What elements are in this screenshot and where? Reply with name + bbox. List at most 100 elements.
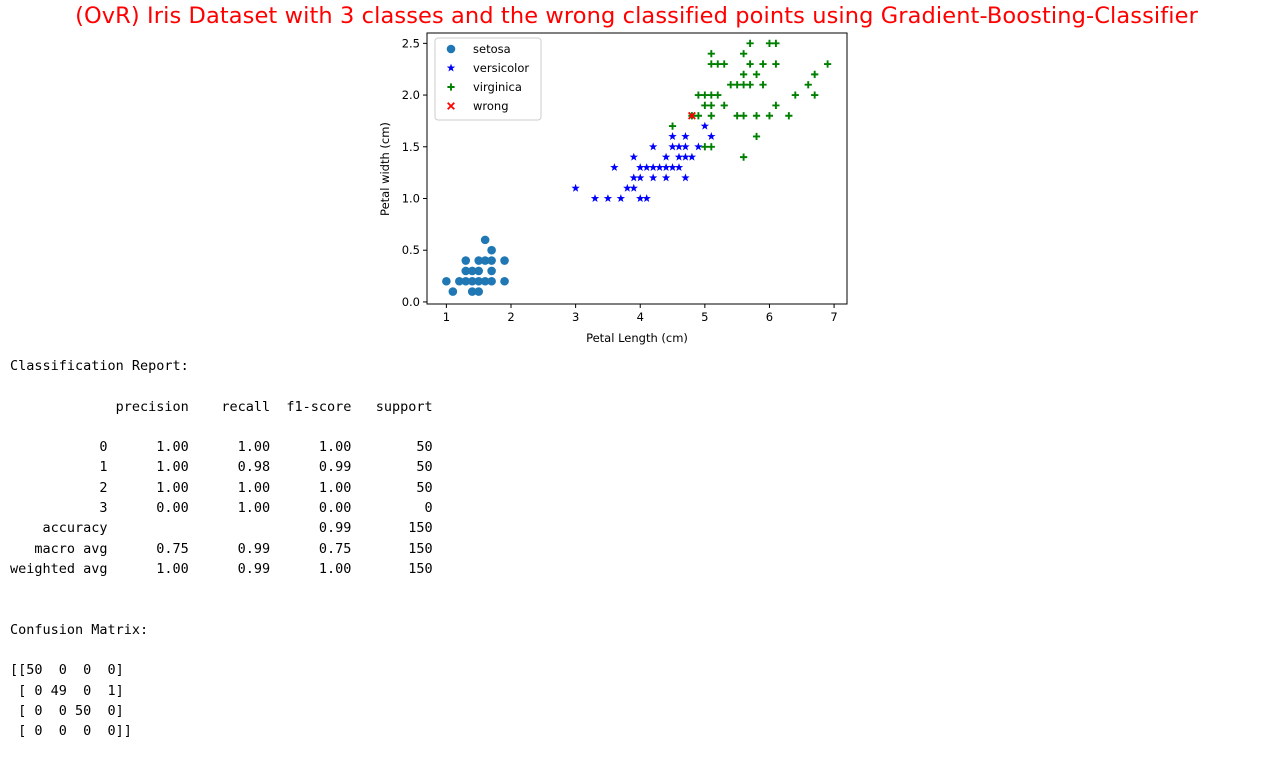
versicolor-point [571,183,580,192]
virginica-point [759,81,767,89]
x-tick-label: 2 [507,310,514,324]
versicolor-point [681,152,690,161]
setosa-point [487,256,496,265]
legend-versicolor-marker [446,63,456,72]
setosa-point [467,276,477,286]
versicolor-point [668,163,677,172]
versicolor-point [648,163,658,172]
virginica-point [740,50,748,58]
setosa-point [461,276,471,286]
legend-wrong-label: wrong [473,99,509,113]
versicolor-point [700,121,710,130]
versicolor-point [610,163,619,172]
axis-ticks: 1 2 3 4 5 6 7 0.0 0.5 1.0 1.5 2.0 2.5 [402,36,838,324]
setosa-point [480,276,490,286]
classification-output: Classification Report: precision recall … [10,356,433,742]
wrong-point [687,111,696,120]
setosa-point [455,276,464,286]
virginica-point [746,60,754,68]
versicolor-point [674,152,684,161]
classification-report-heading: Classification Report: [10,358,189,374]
versicolor-point [648,173,658,182]
virginica-point [694,112,702,120]
versicolor-point [629,183,638,192]
y-tick-label: 2.0 [402,88,420,102]
virginica-point [727,81,735,89]
scatter-plot: 1 2 3 4 5 6 7 0.0 0.5 1.0 1.5 2.0 2.5 setosa versicol… [378,32,848,345]
virginica-point [804,81,812,89]
legend-virginica-marker [447,83,455,91]
y-axis-label: Petal width (cm) [378,122,392,216]
setosa-point [467,287,477,296]
virginica-point [811,70,819,78]
y-tick-label: 0.0 [402,295,420,309]
virginica-point [707,112,715,120]
versicolor-point [674,163,684,172]
confusion-matrix-heading: Confusion Matrix: [10,621,149,638]
virginica-point [707,50,715,58]
y-tick-label: 2.5 [402,36,420,50]
setosa-point [480,256,490,265]
virginica-point [707,143,715,151]
setosa-point [467,266,477,276]
versicolor-point [681,173,690,182]
setosa-point [487,266,496,276]
virginica-point [714,60,722,68]
confusion-matrix: [[50 0 0 0] [ 0 49 0 1] [ 0 0 50 0] [ 0 … [10,662,132,740]
setosa-point [461,256,471,265]
data-points [442,39,832,296]
versicolor-point [642,163,651,172]
virginica-point [772,101,780,110]
virginica-point [733,81,741,89]
y-tick-label: 1.0 [402,191,420,205]
x-tick-label: 5 [701,310,708,324]
virginica-point [714,91,722,99]
y-tick-label: 0.5 [402,243,420,257]
versicolor-point [629,152,638,161]
versicolor-point [687,152,697,161]
report-header-row: precision recall f1-score support [10,398,433,415]
virginica-point [765,112,774,120]
versicolor-point [668,142,677,151]
versicolor-point [707,132,716,140]
versicolor-point [661,173,671,182]
virginica-point [811,91,819,99]
versicolor-point [603,194,613,203]
virginica-point [720,101,728,110]
legend-versicolor-label: versicolor [473,61,529,75]
x-tick-label: 1 [443,310,450,324]
versicolor-point [661,152,671,161]
setosa-point [480,235,490,245]
virginica-point [752,70,761,78]
versicolor-point [674,142,684,151]
versicolor-point [681,142,690,151]
virginica-point [791,91,799,99]
x-tick-label: 7 [830,310,837,324]
legend: setosa versicolor virginica wrong [434,37,542,121]
x-tick-label: 3 [572,310,579,324]
versicolor-point [636,173,645,182]
chart-title: (OvR) Iris Dataset with 3 classes and th… [75,3,1198,29]
virginica-point [694,91,702,99]
plot-frame [426,32,848,305]
virginica-point [701,101,709,110]
x-tick-label: 6 [766,310,773,324]
virginica-point [707,101,715,110]
report-avg-rows: macro avg 0.75 0.99 0.75 150 weighted av… [10,540,433,577]
setosa-point [474,266,483,276]
virginica-point [785,112,793,120]
virginica-point [752,112,761,120]
virginica-point [746,39,754,47]
report-accuracy-row: accuracy 0.99 150 [10,520,433,537]
legend-wrong-marker [447,102,455,110]
versicolor-point [648,142,658,151]
virginica-point [740,112,748,120]
setosa-point [474,276,483,286]
virginica-point [772,60,780,68]
legend-setosa-label: setosa [473,42,511,56]
setosa-point [487,245,496,255]
versicolor-point [590,194,600,203]
setosa-point [474,287,483,296]
virginica-point [733,112,741,120]
setosa-point [474,256,483,265]
